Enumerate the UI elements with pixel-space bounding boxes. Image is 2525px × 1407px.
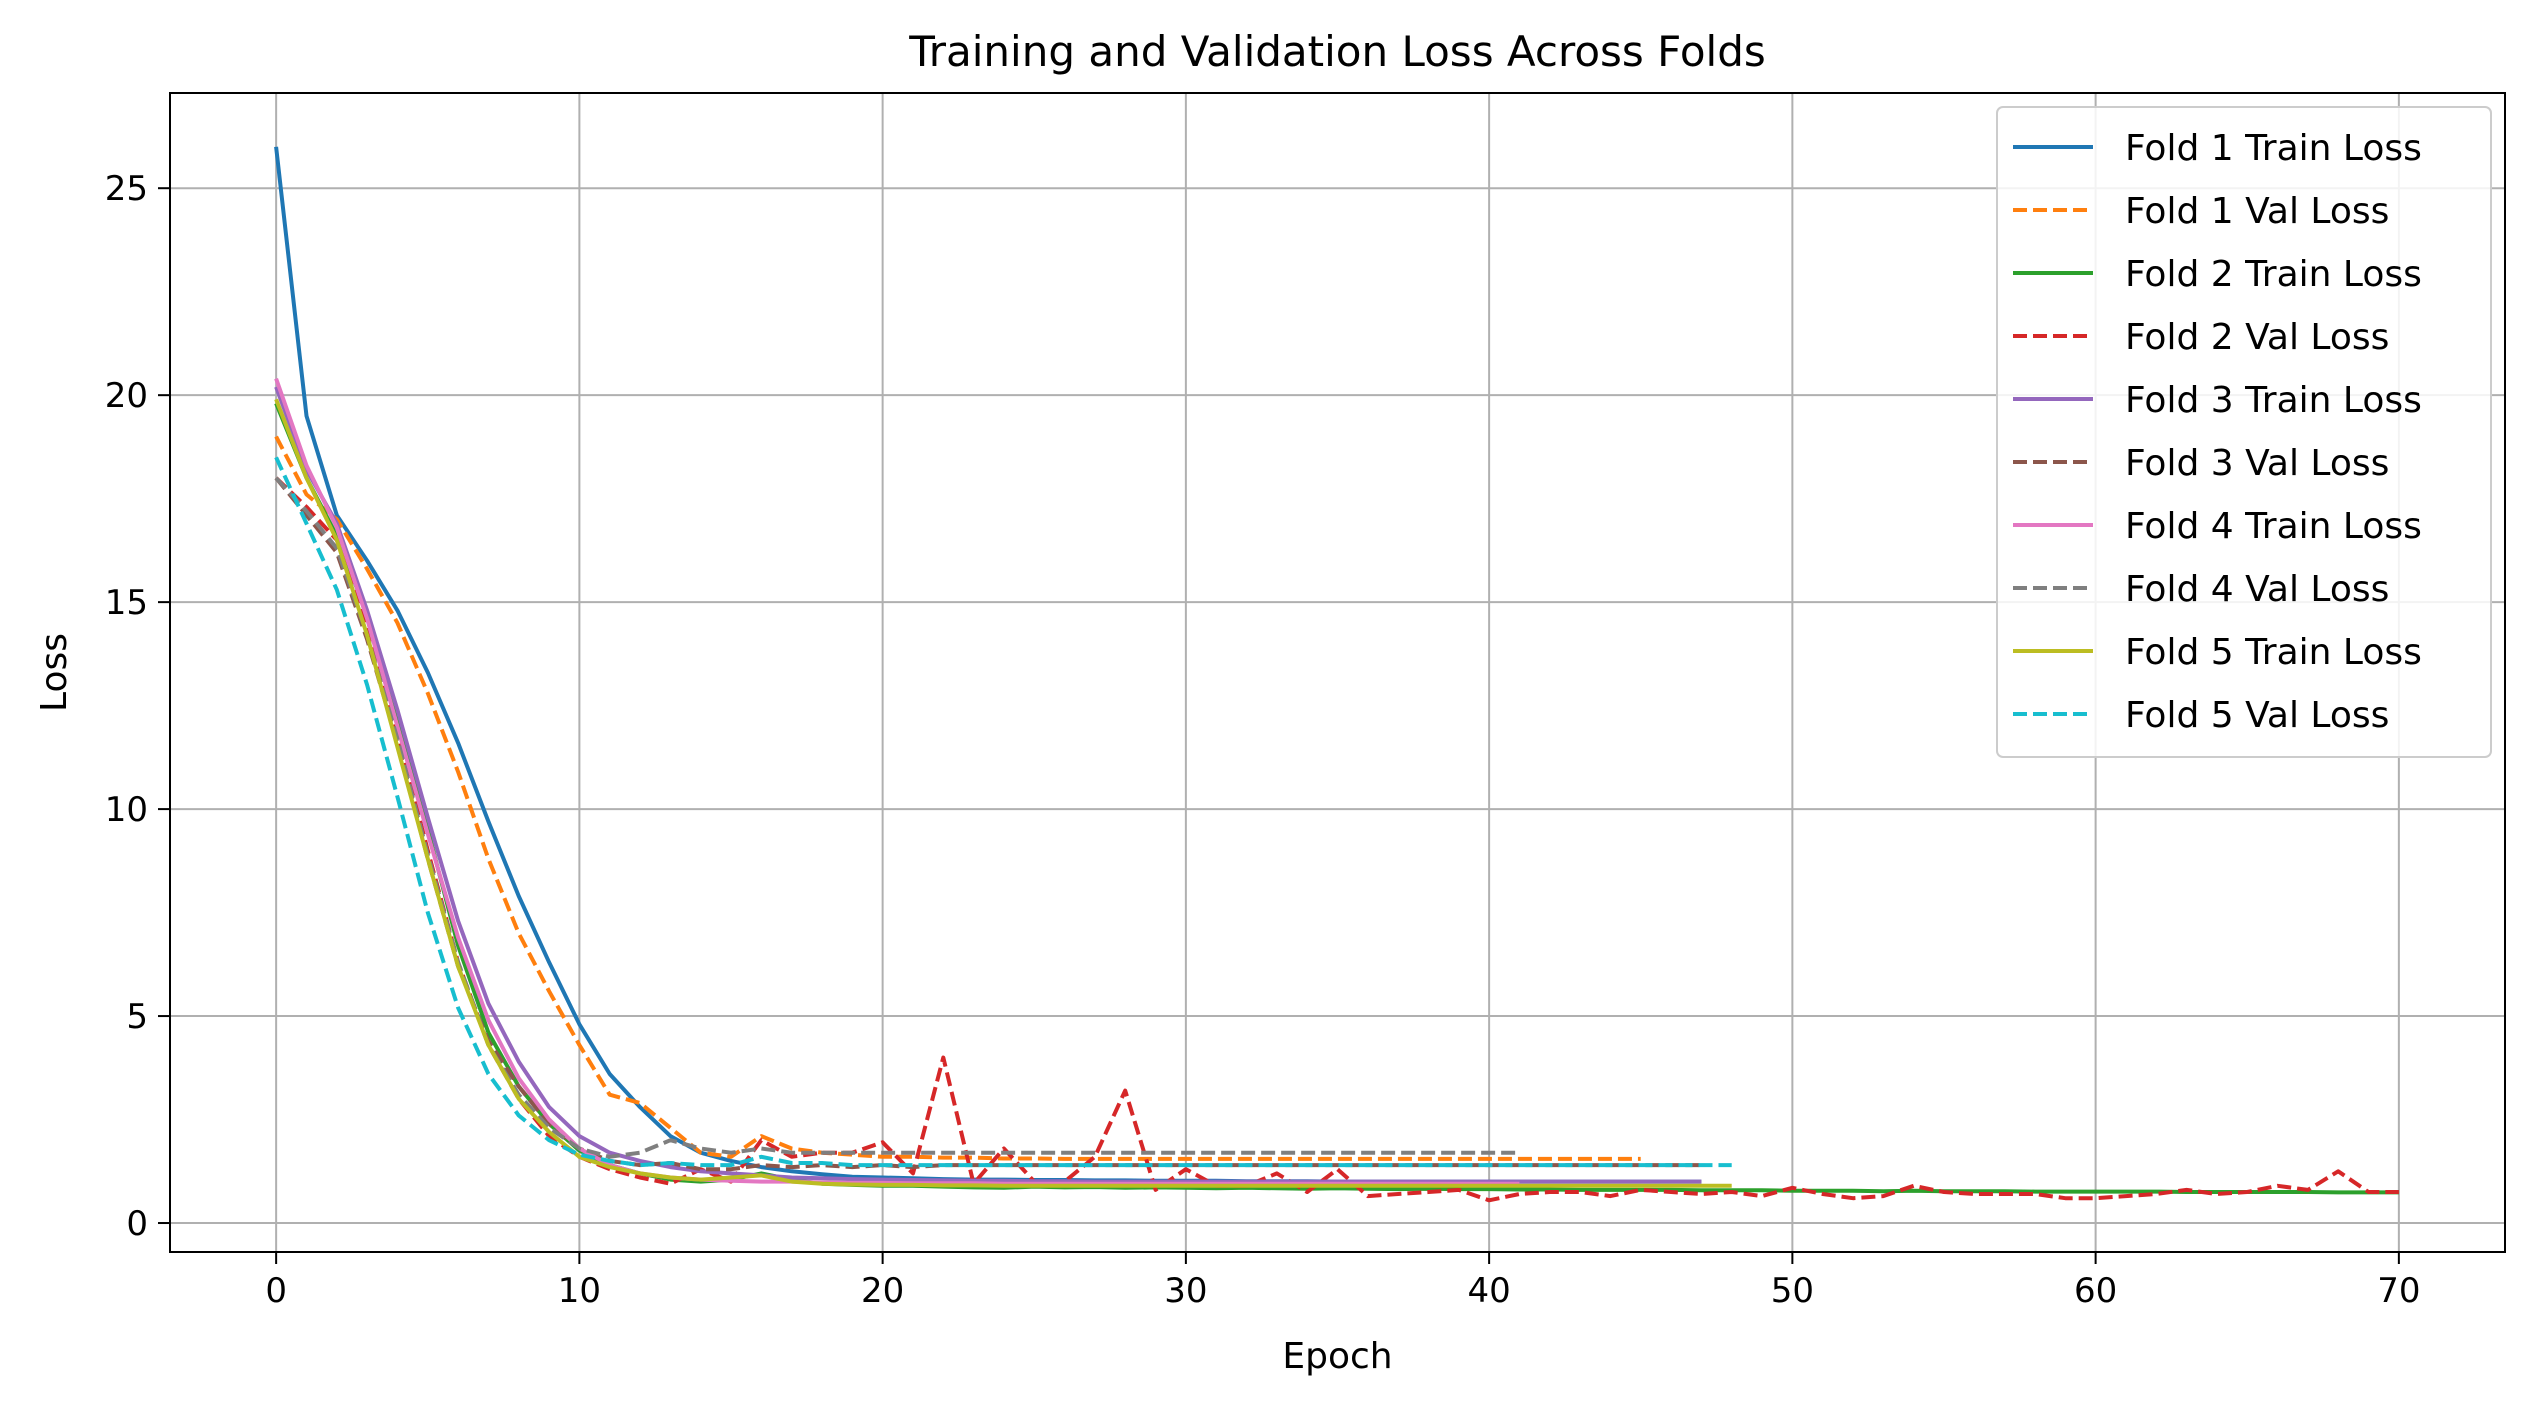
series-line-5 [274, 386, 1702, 1184]
y-axis-label: Loss [34, 633, 75, 712]
series-line-2 [274, 435, 1641, 1161]
x-tick-label: 60 [2074, 1271, 2117, 1311]
legend-box [1996, 106, 2492, 758]
y-tick-label: 0 [126, 1204, 148, 1244]
legend-entry: Fold 5 Train Loss [2125, 632, 2422, 673]
x-tick-label: 40 [1467, 1271, 1510, 1311]
legend-entry: Fold 1 Train Loss [2125, 128, 2422, 169]
y-tick-label: 10 [105, 790, 148, 830]
x-tick-label: 0 [265, 1271, 287, 1311]
axis-ticks: 0 10 20 30 40 50 60 70 0 5 10 15 20 25 [105, 169, 2421, 1311]
legend-entry: Fold 1 Val Loss [2125, 191, 2389, 232]
y-tick-label: 15 [105, 583, 148, 623]
x-axis-label: Epoch [1282, 1336, 1392, 1377]
legend-entry: Fold 2 Val Loss [2125, 317, 2389, 358]
legend-entry: Fold 5 Val Loss [2125, 695, 2389, 736]
x-tick-label: 30 [1164, 1271, 1207, 1311]
legend: Fold 1 Train Loss Fold 1 Val Loss Fold 2 T… [1996, 106, 2492, 758]
y-tick-label: 5 [126, 997, 148, 1037]
series-line-9 [274, 398, 1732, 1188]
x-tick-label: 10 [558, 1271, 601, 1311]
chart-title: Training and Validation Loss Across Fold… [908, 27, 1765, 76]
y-tick-label: 25 [105, 169, 148, 209]
legend-entry: Fold 4 Val Loss [2125, 569, 2389, 610]
legend-entry: Fold 3 Train Loss [2125, 380, 2422, 421]
legend-entry: Fold 2 Train Loss [2125, 254, 2422, 295]
series-lines [274, 146, 2399, 1203]
series-line-10 [274, 456, 1732, 1168]
x-tick-label: 50 [1771, 1271, 1814, 1311]
legend-entry: Fold 3 Val Loss [2125, 443, 2389, 484]
x-tick-label: 20 [861, 1271, 904, 1311]
series-line-4 [274, 476, 2399, 1203]
x-tick-label: 70 [2377, 1271, 2420, 1311]
series-line-8 [274, 476, 1520, 1159]
axes-frame [169, 92, 2506, 1253]
legend-entry: Fold 4 Train Loss [2125, 506, 2422, 547]
y-tick-label: 20 [105, 376, 148, 416]
